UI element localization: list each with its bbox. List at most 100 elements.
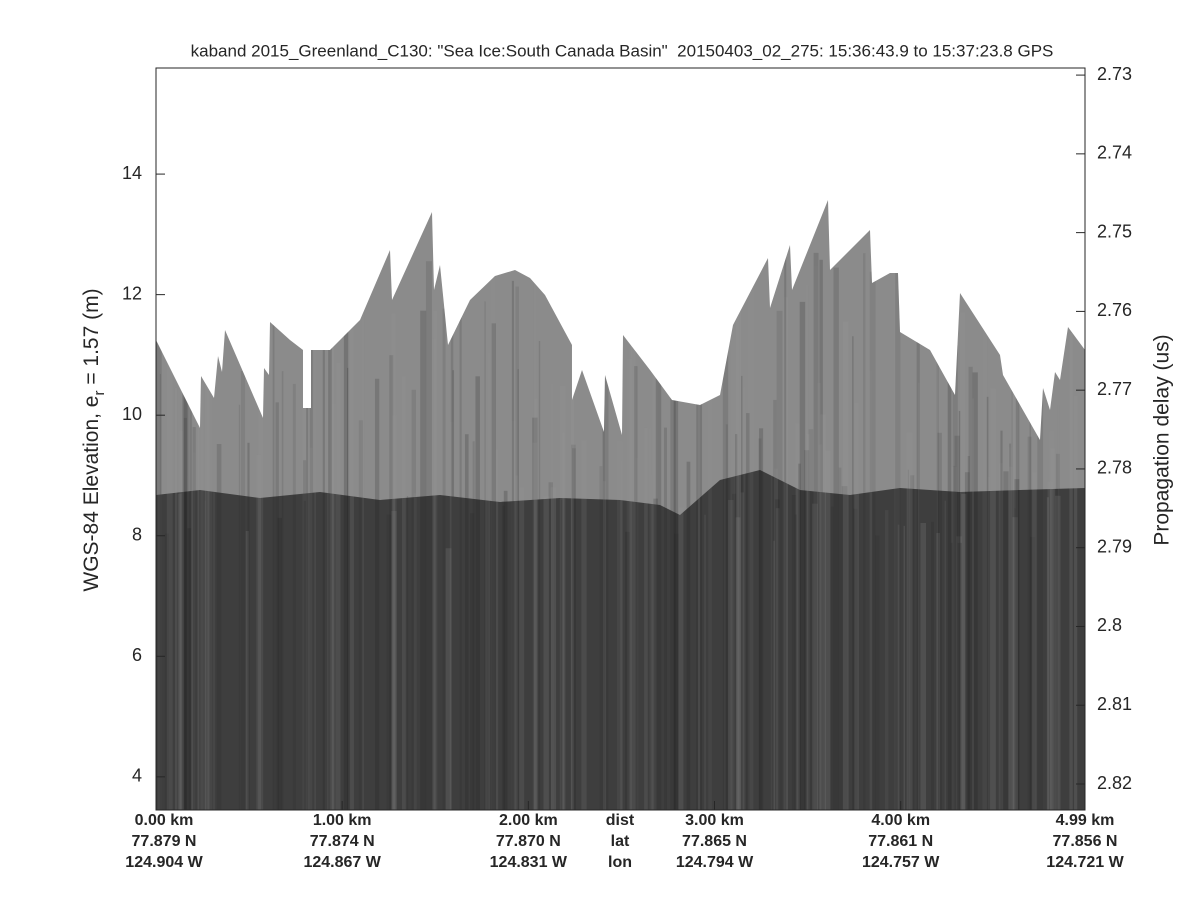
texture-streak [869, 271, 876, 810]
texture-streak [485, 310, 488, 810]
texture-streak [735, 434, 738, 810]
texture-streak [197, 419, 200, 810]
texture-streak [813, 252, 819, 810]
texture-streak [602, 272, 609, 810]
texture-streak [644, 427, 648, 810]
texture-streak [174, 387, 178, 810]
texture-streak [277, 517, 282, 810]
x-tick-lon: 124.794 W [676, 854, 754, 871]
texture-streak [166, 311, 173, 810]
texture-streak [998, 463, 1003, 810]
texture-streak [1050, 448, 1056, 810]
texture-streak [990, 388, 996, 810]
texture-streak [708, 389, 712, 810]
texture-streak [184, 356, 189, 810]
texture-streak [798, 463, 801, 810]
texture-streak [936, 341, 939, 810]
texture-streak [532, 442, 538, 810]
texture-streak [791, 495, 797, 810]
texture-streak [944, 500, 946, 810]
texture-streak [391, 313, 396, 810]
x-tick-lon: 124.721 W [1046, 854, 1124, 871]
texture-streak [824, 450, 831, 810]
texture-streak [759, 428, 764, 810]
texture-streak [931, 521, 935, 810]
texture-streak [830, 506, 834, 810]
texture-streak [216, 444, 222, 810]
texture-streak [841, 486, 848, 810]
texture-streak [956, 536, 963, 810]
texture-streak [159, 374, 161, 810]
x-tick-label: 4.00 km [871, 812, 930, 829]
texture-streak [459, 259, 462, 810]
texture-streak [179, 430, 185, 810]
texture-streak [852, 508, 858, 810]
texture-streak [952, 345, 958, 810]
texture-streak [1074, 396, 1078, 810]
texture-streak [804, 450, 810, 810]
texture-streak [302, 344, 308, 810]
texture-streak [773, 468, 779, 810]
texture-streak [673, 346, 676, 810]
texture-streak [186, 476, 189, 810]
texture-streak [559, 385, 566, 810]
texture-streak [517, 369, 519, 810]
texture-streak [391, 511, 397, 810]
texture-streak [982, 250, 988, 810]
texture-streak [818, 444, 823, 810]
texture-streak [722, 289, 729, 810]
texture-streak [491, 254, 495, 810]
y2-tick-label: 2.75 [1097, 221, 1132, 241]
texture-streak [445, 548, 452, 810]
texture-streak [272, 265, 275, 810]
texture-streak [678, 507, 684, 810]
texture-streak [190, 401, 193, 810]
texture-streak [358, 420, 363, 810]
texture-streak [192, 452, 196, 810]
texture-streak [986, 396, 989, 810]
texture-streak [550, 487, 557, 810]
texture-streak [1055, 495, 1061, 810]
texture [156, 250, 1078, 810]
texture-streak [411, 389, 417, 810]
texture-streak [819, 259, 823, 810]
texture-streak [697, 368, 701, 810]
texture-streak [918, 382, 920, 810]
texture-streak [958, 410, 961, 810]
texture-streak [511, 280, 514, 810]
texture-streak [920, 523, 927, 810]
texture-streak [838, 467, 842, 810]
texture-streak [183, 279, 186, 810]
texture-streak [389, 355, 394, 810]
x-tick-label: 1.00 km [313, 812, 372, 829]
texture-streak [1008, 447, 1013, 810]
texture-streak [307, 447, 313, 810]
y2-tick-label: 2.77 [1097, 379, 1132, 399]
y-label-part: WGS-84 Elevation, e [80, 396, 103, 592]
texture-streak [625, 531, 630, 810]
texture-streak [854, 402, 859, 810]
texture-streak [869, 370, 873, 810]
x-tick-lon: 124.757 W [862, 854, 940, 871]
texture-streak [275, 402, 279, 810]
texture-streak [560, 499, 563, 810]
texture-streak [972, 372, 978, 810]
texture-streak [806, 434, 810, 810]
x-tick-lat: 77.879 N [132, 833, 197, 850]
x-tick-lat: 77.870 N [496, 833, 561, 850]
texture-streak [534, 398, 538, 810]
texture-streak [1055, 453, 1060, 810]
texture-streak [212, 492, 215, 810]
texture-streak [187, 528, 192, 810]
texture-streak [1029, 323, 1031, 810]
texture-streak [964, 472, 970, 810]
texture-streak [895, 262, 901, 810]
texture-streak [727, 499, 734, 810]
texture-streak [950, 542, 953, 810]
y2-tick-label: 2.76 [1097, 300, 1132, 320]
texture-streak [548, 482, 553, 810]
texture-streak [808, 429, 814, 810]
texture-streak [533, 273, 536, 810]
texture-streak [972, 398, 974, 810]
texture-streak [309, 335, 313, 810]
